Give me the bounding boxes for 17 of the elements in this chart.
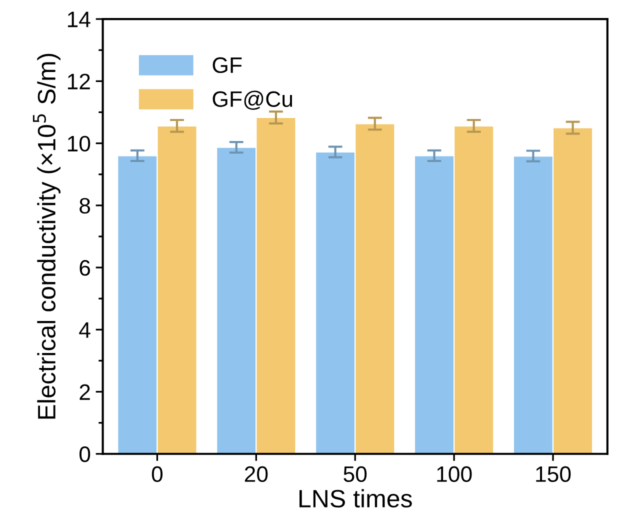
y-tick-label: 10 bbox=[68, 136, 90, 152]
x-tick-label: 20 bbox=[244, 466, 268, 482]
x-tick-label: 150 bbox=[536, 466, 571, 482]
x-tick-label: 50 bbox=[344, 466, 367, 482]
y-tick-label: 4 bbox=[79, 322, 90, 338]
x-tick-label: 100 bbox=[437, 466, 472, 482]
y-tick-label: 6 bbox=[80, 260, 90, 276]
x-tick-label: 0 bbox=[152, 466, 163, 482]
legend-label: GF bbox=[212, 57, 242, 74]
y-tick-label: 2 bbox=[80, 384, 90, 400]
y-axis-title: Electrical conductivity (×10$^{5}$ S/m) bbox=[32, 54, 60, 419]
y-tick-label: 12 bbox=[68, 74, 90, 90]
y-tick-label: 14 bbox=[68, 12, 90, 28]
y-tick-label: 0 bbox=[80, 446, 90, 462]
legend-label: GF@Cu bbox=[212, 90, 292, 110]
y-tick-label: 8 bbox=[80, 198, 90, 214]
x-axis-title: LNS times bbox=[300, 489, 412, 508]
